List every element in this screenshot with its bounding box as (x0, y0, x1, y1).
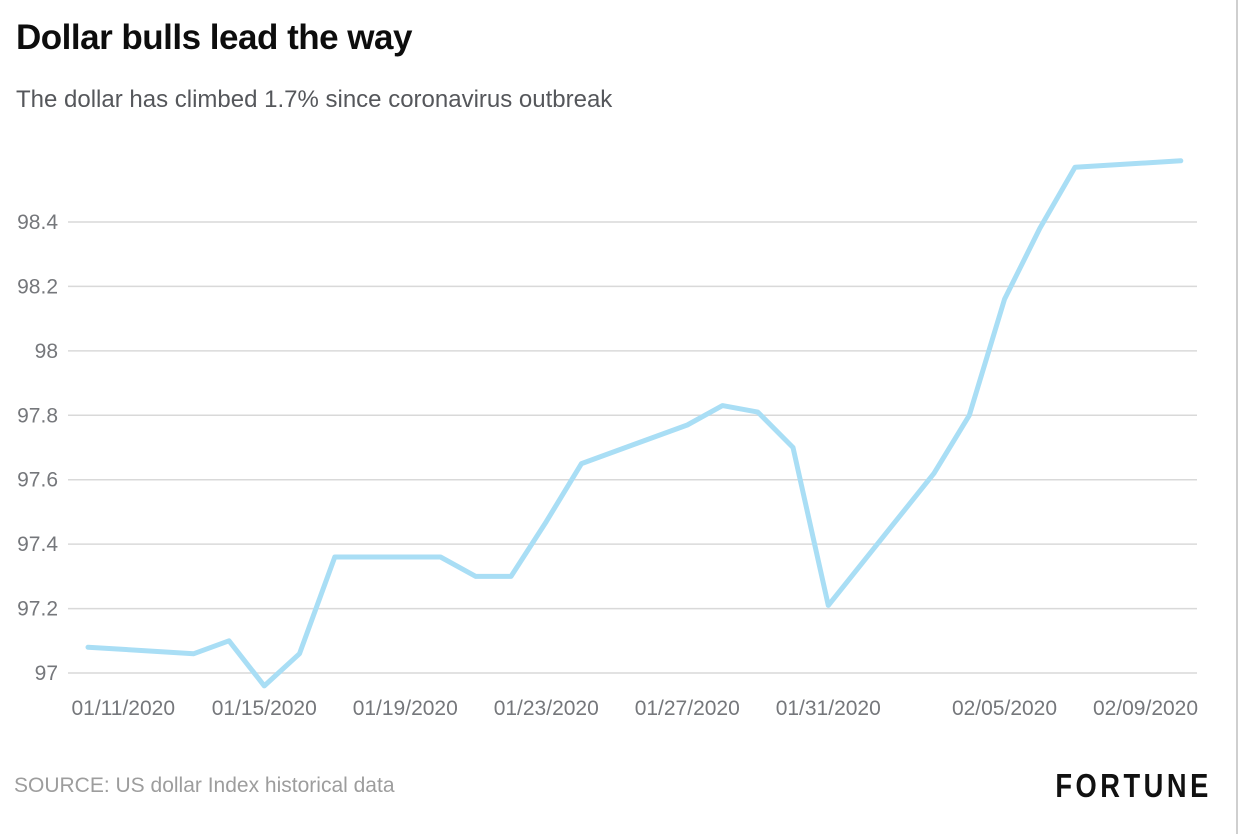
y-tick-label: 97 (35, 662, 58, 685)
y-axis-labels: 97 97.2 97.4 97.6 97.8 98 98.2 98.4 (17, 211, 58, 685)
y-tick-label: 97.8 (17, 404, 58, 427)
x-tick-label: 01/19/2020 (353, 697, 458, 720)
x-tick-label: 02/05/2020 (952, 697, 1057, 720)
x-tick-label: 01/15/2020 (212, 697, 317, 720)
x-tick-label: 02/09/2020 (1093, 697, 1198, 720)
series-group (85, 158, 1184, 689)
fortune-logo: FORTUNE (1055, 766, 1212, 805)
page-title: Dollar bulls lead the way (16, 18, 412, 57)
y-tick-label: 98.2 (17, 275, 58, 298)
page-subtitle: The dollar has climbed 1.7% since corona… (16, 86, 613, 113)
y-tick-label: 97.4 (17, 533, 58, 556)
source-note: SOURCE: US dollar Index historical data (14, 774, 395, 797)
gridlines-group (68, 221, 1197, 674)
y-tick-label: 98 (35, 340, 58, 363)
x-tick-label: 01/27/2020 (635, 697, 740, 720)
x-axis-labels: 01/11/2020 01/15/2020 01/19/2020 01/23/2020… (71, 697, 1198, 720)
y-tick-label: 98.4 (17, 211, 58, 234)
y-tick-label: 97.6 (17, 469, 58, 492)
dollar-index-line (85, 158, 1184, 689)
x-tick-label: 01/11/2020 (71, 697, 175, 720)
x-tick-label: 01/23/2020 (494, 697, 599, 720)
x-tick-label: 01/31/2020 (776, 697, 881, 720)
y-tick-label: 97.2 (17, 598, 58, 621)
